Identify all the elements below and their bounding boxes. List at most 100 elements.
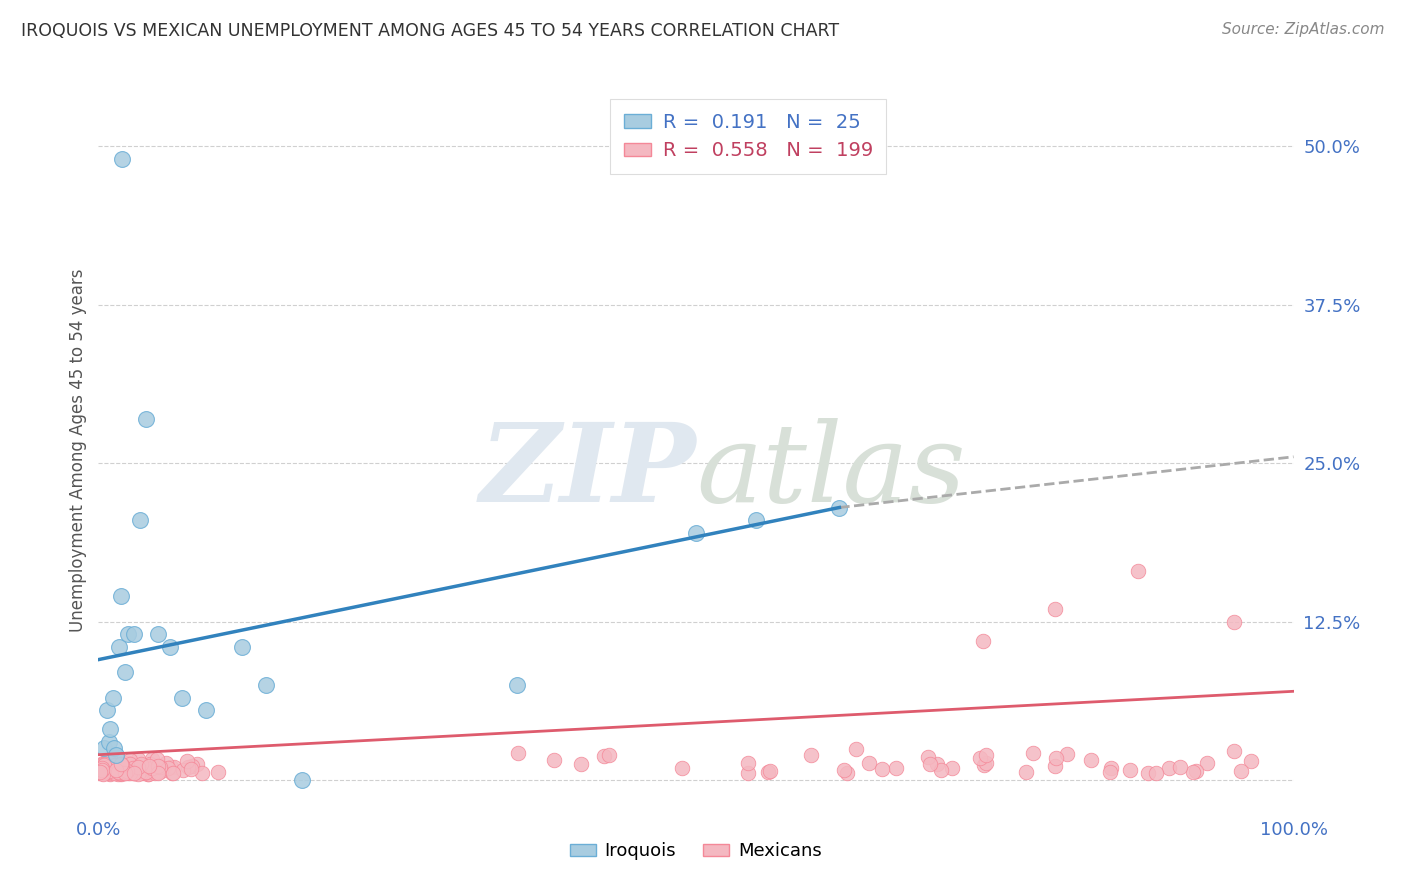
- Point: [117, 756, 139, 771]
- Point: [592, 748, 614, 763]
- Point: [759, 764, 782, 779]
- Point: [125, 764, 148, 779]
- Point: [1181, 765, 1204, 780]
- Point: [105, 765, 128, 780]
- Point: [1043, 758, 1066, 772]
- Point: [110, 764, 132, 779]
- Point: [114, 665, 136, 680]
- Point: [93, 756, 115, 771]
- Point: [97, 758, 120, 772]
- Point: [920, 757, 942, 772]
- Point: [97, 765, 120, 780]
- Point: [97, 765, 120, 780]
- Point: [107, 764, 129, 779]
- Point: [89, 764, 111, 778]
- Point: [100, 765, 122, 780]
- Point: [1197, 756, 1219, 771]
- Point: [91, 766, 114, 780]
- Legend: Iroquois, Mexicans: Iroquois, Mexicans: [564, 835, 828, 868]
- Point: [837, 765, 859, 780]
- Point: [90, 764, 112, 779]
- Point: [1136, 765, 1159, 780]
- Point: [884, 761, 907, 775]
- Point: [127, 752, 149, 766]
- Point: [138, 759, 160, 773]
- Point: [117, 627, 139, 641]
- Point: [103, 741, 125, 756]
- Point: [129, 765, 152, 780]
- Point: [101, 690, 124, 705]
- Point: [124, 627, 146, 641]
- Point: [132, 766, 155, 780]
- Point: [127, 766, 149, 780]
- Point: [127, 763, 149, 777]
- Point: [800, 747, 823, 762]
- Point: [115, 764, 138, 779]
- Point: [1230, 764, 1253, 779]
- Point: [103, 765, 125, 780]
- Point: [97, 766, 120, 780]
- Point: [107, 764, 129, 779]
- Point: [129, 513, 152, 527]
- Point: [90, 764, 112, 779]
- Point: [135, 411, 157, 425]
- Point: [163, 760, 186, 774]
- Point: [1223, 744, 1246, 758]
- Point: [108, 765, 131, 780]
- Point: [100, 752, 122, 766]
- Text: IROQUOIS VS MEXICAN UNEMPLOYMENT AMONG AGES 45 TO 54 YEARS CORRELATION CHART: IROQUOIS VS MEXICAN UNEMPLOYMENT AMONG A…: [21, 22, 839, 40]
- Point: [118, 753, 141, 767]
- Point: [941, 760, 963, 774]
- Point: [159, 640, 181, 654]
- Point: [114, 757, 136, 772]
- Point: [181, 759, 204, 773]
- Point: [139, 756, 162, 771]
- Text: ZIP: ZIP: [479, 418, 696, 526]
- Point: [91, 766, 114, 780]
- Point: [141, 752, 163, 766]
- Point: [1128, 564, 1150, 578]
- Point: [146, 764, 169, 779]
- Point: [149, 760, 172, 774]
- Point: [90, 765, 112, 780]
- Point: [671, 761, 693, 775]
- Point: [94, 764, 117, 779]
- Point: [172, 763, 194, 777]
- Point: [105, 763, 128, 777]
- Point: [128, 762, 150, 776]
- Point: [122, 761, 145, 775]
- Point: [132, 764, 155, 779]
- Point: [1015, 765, 1038, 780]
- Point: [94, 765, 117, 780]
- Point: [152, 762, 174, 776]
- Point: [115, 764, 138, 779]
- Point: [155, 756, 177, 771]
- Point: [107, 766, 129, 780]
- Point: [162, 766, 184, 780]
- Point: [98, 735, 121, 749]
- Point: [114, 765, 136, 780]
- Point: [148, 759, 170, 773]
- Point: [111, 152, 134, 166]
- Point: [1056, 747, 1078, 761]
- Point: [177, 760, 200, 774]
- Point: [117, 761, 139, 775]
- Point: [91, 761, 114, 775]
- Point: [136, 766, 159, 780]
- Point: [929, 763, 952, 777]
- Point: [94, 763, 117, 777]
- Point: [1168, 759, 1191, 773]
- Point: [111, 758, 134, 772]
- Point: [1119, 763, 1142, 777]
- Point: [207, 764, 229, 779]
- Point: [110, 766, 132, 780]
- Point: [90, 759, 112, 773]
- Point: [122, 765, 145, 780]
- Point: [93, 766, 115, 780]
- Point: [96, 761, 118, 775]
- Point: [254, 678, 277, 692]
- Point: [104, 764, 127, 779]
- Point: [110, 756, 132, 771]
- Point: [117, 765, 139, 780]
- Point: [832, 763, 855, 777]
